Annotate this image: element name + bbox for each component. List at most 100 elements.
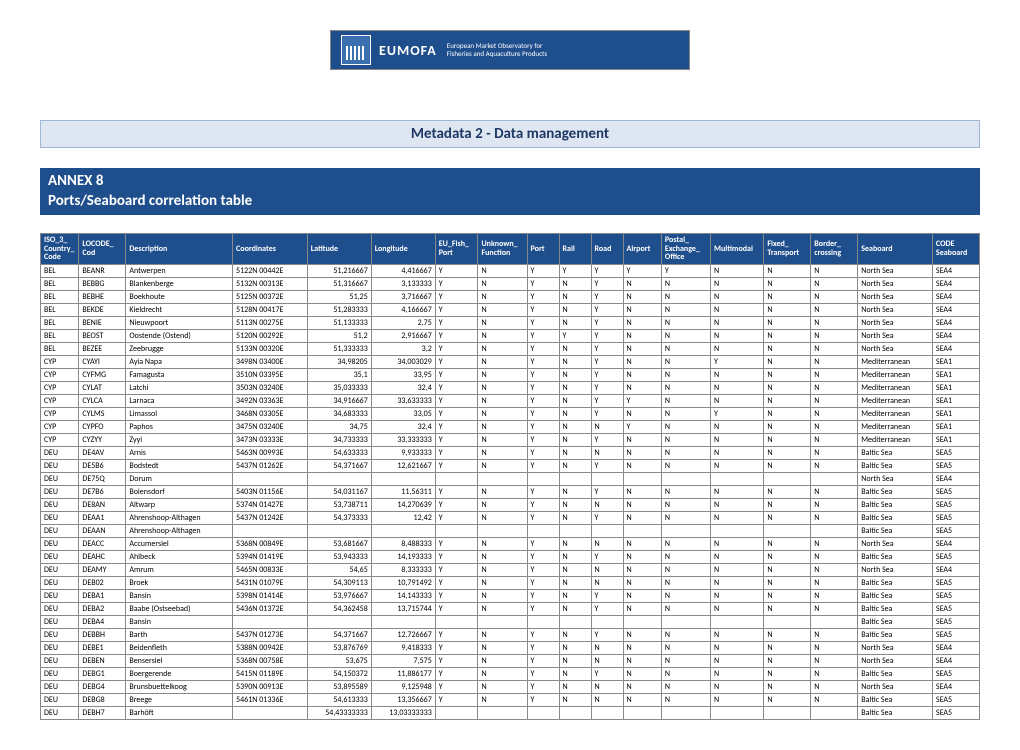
cell-lon: 4,166667 xyxy=(371,304,435,317)
cell-iso: CYP xyxy=(41,356,79,369)
cell-rail: N xyxy=(559,369,591,382)
cell-coord: 5388N 00942E xyxy=(233,642,308,655)
cell-airport: N xyxy=(623,551,661,564)
cell-code: SEA4 xyxy=(932,343,979,356)
table-row: BELBEBHEBoekhoute5125N 00372E51,253,7166… xyxy=(41,291,980,304)
cell-fixed xyxy=(764,473,811,486)
cell-postal: N xyxy=(661,460,710,473)
cell-port: Y xyxy=(527,668,559,681)
cell-port: Y xyxy=(527,538,559,551)
cell-fixed: N xyxy=(764,603,811,616)
table-row: DEUDEBA2Baabe (Ostseebad)5436N 01372E54,… xyxy=(41,603,980,616)
cell-postal: N xyxy=(661,382,710,395)
table-row: DEUDEBH7Barhöft54,4333333313,03333333Bal… xyxy=(41,707,980,720)
cell-border: N xyxy=(811,694,858,707)
cell-lat: 34,75 xyxy=(307,421,371,434)
cell-locode: DE5B6 xyxy=(79,460,126,473)
cell-iso: DEU xyxy=(41,668,79,681)
cell-eufish: Y xyxy=(435,356,478,369)
cell-fixed: N xyxy=(764,447,811,460)
cell-coord: 5132N 00313E xyxy=(233,278,308,291)
cell-rail xyxy=(559,707,591,720)
cell-lat: 54,373333 xyxy=(307,512,371,525)
cell-iso: DEU xyxy=(41,486,79,499)
cell-postal: N xyxy=(661,486,710,499)
cell-port: Y xyxy=(527,317,559,330)
cell-eufish: Y xyxy=(435,460,478,473)
cell-postal: N xyxy=(661,304,710,317)
cell-seaboard: North Sea xyxy=(858,343,933,356)
cell-border: N xyxy=(811,304,858,317)
cell-unknown: N xyxy=(478,330,527,343)
cell-fixed: N xyxy=(764,291,811,304)
cell-road xyxy=(591,525,623,538)
cell-fixed: N xyxy=(764,668,811,681)
cell-postal: N xyxy=(661,603,710,616)
cell-postal: N xyxy=(661,421,710,434)
cell-seaboard: Baltic Sea xyxy=(858,486,933,499)
cell-port: Y xyxy=(527,642,559,655)
cell-airport: N xyxy=(623,291,661,304)
cell-unknown: N xyxy=(478,447,527,460)
cell-lon: 2,75 xyxy=(371,317,435,330)
cell-desc: Breege xyxy=(126,694,233,707)
cell-eufish: Y xyxy=(435,434,478,447)
cell-rail: N xyxy=(559,603,591,616)
table-row: DEUDEBG1Boergerende5415N 01189E54,150372… xyxy=(41,668,980,681)
cell-port: Y xyxy=(527,265,559,278)
cell-multi: Y xyxy=(711,356,764,369)
cell-postal xyxy=(661,707,710,720)
cell-fixed: N xyxy=(764,395,811,408)
cell-multi: N xyxy=(711,330,764,343)
cell-postal: N xyxy=(661,694,710,707)
cell-postal: N xyxy=(661,434,710,447)
cell-airport: N xyxy=(623,317,661,330)
cell-seaboard: North Sea xyxy=(858,265,933,278)
cell-eufish: Y xyxy=(435,499,478,512)
table-row: DEUDE4AVArnis5463N 00993E54,6333339,9333… xyxy=(41,447,980,460)
cell-coord: 5437N 01273E xyxy=(233,629,308,642)
cell-coord xyxy=(233,473,308,486)
table-row: BELBEBBGBlankenberge5132N 00313E51,31666… xyxy=(41,278,980,291)
cell-desc: Amrum xyxy=(126,564,233,577)
cell-multi: N xyxy=(711,265,764,278)
cell-airport xyxy=(623,707,661,720)
cell-road: Y xyxy=(591,304,623,317)
cell-locode: BEBBG xyxy=(79,278,126,291)
cell-coord: 5436N 01372E xyxy=(233,603,308,616)
cell-port: Y xyxy=(527,655,559,668)
cell-eufish: Y xyxy=(435,343,478,356)
cell-eufish: Y xyxy=(435,278,478,291)
cell-iso: DEU xyxy=(41,525,79,538)
cell-rail: N xyxy=(559,356,591,369)
cell-road: N xyxy=(591,421,623,434)
cell-coord: 5368N 00758E xyxy=(233,655,308,668)
cell-unknown: N xyxy=(478,629,527,642)
cell-seaboard: Baltic Sea xyxy=(858,525,933,538)
cell-postal: N xyxy=(661,512,710,525)
cell-road: N xyxy=(591,538,623,551)
cell-fixed: N xyxy=(764,265,811,278)
cell-airport: N xyxy=(623,629,661,642)
cell-border xyxy=(811,525,858,538)
cell-unknown: N xyxy=(478,317,527,330)
cell-coord: 5120N 00292E xyxy=(233,330,308,343)
cell-rail: N xyxy=(559,421,591,434)
cell-lat: 53,675 xyxy=(307,655,371,668)
cell-road: Y xyxy=(591,369,623,382)
col-locode: LOCODE_ Cod xyxy=(79,234,126,265)
cell-road: Y xyxy=(591,603,623,616)
cell-iso: DEU xyxy=(41,681,79,694)
cell-coord: 5394N 01419E xyxy=(233,551,308,564)
cell-rail: N xyxy=(559,460,591,473)
cell-port: Y xyxy=(527,382,559,395)
cell-eufish: Y xyxy=(435,590,478,603)
cell-rail: N xyxy=(559,395,591,408)
cell-postal: N xyxy=(661,551,710,564)
cell-multi: N xyxy=(711,395,764,408)
cell-fixed: N xyxy=(764,655,811,668)
cell-iso: BEL xyxy=(41,343,79,356)
cell-desc: Latchi xyxy=(126,382,233,395)
cell-lat: 54,150372 xyxy=(307,668,371,681)
cell-locode: BEBHE xyxy=(79,291,126,304)
